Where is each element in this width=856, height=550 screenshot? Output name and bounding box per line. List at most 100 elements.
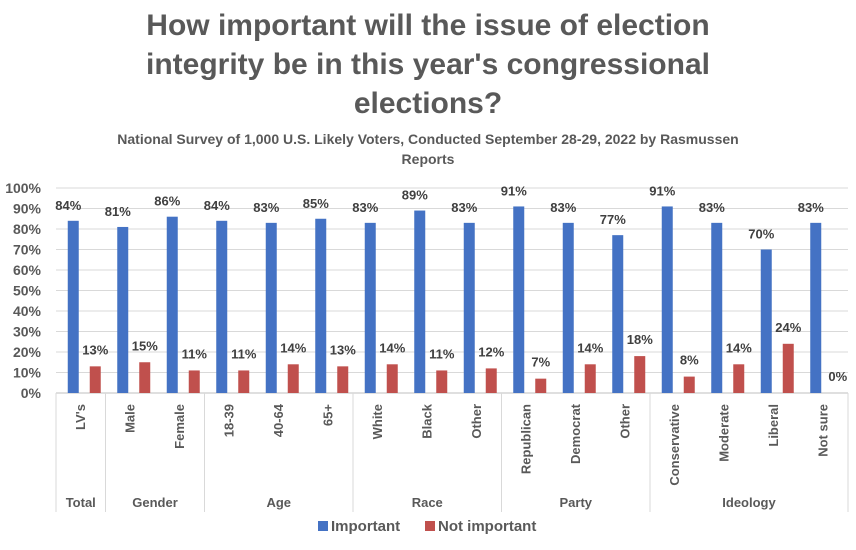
data-label-not-important: 24%	[775, 320, 801, 335]
data-label-not-important: 18%	[627, 332, 653, 347]
category-label: White	[370, 404, 385, 439]
category-label: Other	[617, 404, 632, 439]
y-tick-label: 20%	[13, 344, 42, 360]
data-label-not-important: 11%	[231, 346, 257, 361]
legend-swatch-important	[318, 521, 328, 531]
y-tick-label: 60%	[13, 262, 42, 278]
y-tick-label: 0%	[21, 385, 42, 401]
bar-not-important	[733, 364, 745, 393]
data-label-not-important: 12%	[478, 344, 504, 359]
category-label: Not sure	[815, 404, 830, 457]
data-label-not-important: 13%	[330, 342, 356, 357]
data-label-important: 91%	[649, 183, 675, 198]
bar-not-important	[584, 364, 596, 393]
category-label: Black	[419, 403, 434, 438]
group-label: Ideology	[722, 495, 776, 510]
data-label-important: 89%	[402, 188, 428, 203]
bar-not-important	[485, 368, 497, 393]
y-tick-label: 40%	[13, 303, 42, 319]
data-label-important: 70%	[748, 227, 774, 242]
category-label: 18-39	[221, 404, 236, 437]
legend-label-not-important: Not important	[438, 518, 536, 535]
chart-subtitle-line: National Survey of 1,000 U.S. Likely Vot…	[117, 131, 739, 147]
data-label-not-important: 13%	[82, 342, 108, 357]
bar-not-important	[782, 343, 794, 393]
group-label: Party	[559, 495, 592, 510]
data-label-not-important: 11%	[182, 346, 208, 361]
bar-important	[117, 226, 129, 393]
category-label: Other	[469, 404, 484, 439]
data-label-not-important: 0%	[828, 369, 847, 384]
bar-important	[463, 222, 475, 393]
bar-important	[810, 222, 822, 393]
bar-not-important	[139, 362, 151, 393]
data-label-not-important: 15%	[132, 338, 158, 353]
group-label: Age	[266, 495, 291, 510]
category-label: Republican	[518, 404, 533, 474]
bar-not-important	[337, 366, 349, 393]
bar-not-important	[188, 370, 200, 393]
data-label-not-important: 8%	[680, 353, 699, 368]
chart-title-line: integrity be in this year's congressiona…	[146, 48, 710, 81]
bar-not-important	[89, 366, 101, 393]
data-label-important: 83%	[352, 200, 378, 215]
bar-not-important	[634, 356, 646, 393]
category-label: Conservative	[667, 404, 682, 486]
bar-important	[166, 216, 178, 393]
category-label: Female	[172, 404, 187, 449]
group-label: Total	[66, 495, 96, 510]
y-tick-label: 90%	[13, 201, 42, 217]
data-label-not-important: 14%	[379, 340, 405, 355]
bar-not-important	[535, 378, 547, 393]
data-label-important: 83%	[451, 200, 477, 215]
data-label-important: 81%	[105, 204, 131, 219]
data-label-not-important: 11%	[429, 346, 455, 361]
data-label-not-important: 14%	[280, 340, 306, 355]
y-tick-label: 50%	[13, 283, 42, 299]
chart-title: How important will the issue of election…	[0, 6, 856, 123]
chart-subtitle: National Survey of 1,000 U.S. Likely Vot…	[80, 129, 776, 169]
bar-not-important	[238, 370, 250, 393]
category-label: Liberal	[766, 404, 781, 447]
data-label-important: 86%	[154, 194, 180, 209]
category-label: LV's	[73, 404, 88, 430]
bar-important	[612, 235, 624, 393]
bar-important	[711, 222, 723, 393]
bar-important	[562, 222, 574, 393]
y-tick-label: 100%	[5, 180, 41, 196]
data-label-important: 83%	[253, 200, 279, 215]
data-label-important: 77%	[600, 212, 626, 227]
bar-important	[661, 206, 673, 393]
chart-title-line: elections?	[353, 87, 503, 120]
y-tick-label: 70%	[13, 242, 42, 258]
bar-important	[67, 220, 79, 393]
y-tick-label: 10%	[13, 365, 42, 381]
data-label-not-important: 14%	[577, 340, 603, 355]
data-label-important: 84%	[204, 198, 230, 213]
data-label-important: 85%	[303, 196, 329, 211]
data-label-not-important: 14%	[726, 340, 752, 355]
data-label-important: 91%	[501, 183, 527, 198]
data-label-important: 83%	[699, 200, 725, 215]
group-label: Race	[412, 495, 443, 510]
category-label: Moderate	[716, 404, 731, 462]
legend-label-important: Important	[331, 518, 400, 535]
category-label: 65+	[320, 404, 335, 426]
bar-not-important	[683, 376, 695, 393]
data-label-important: 83%	[550, 200, 576, 215]
bar-important	[315, 218, 327, 393]
bar-important	[364, 222, 376, 393]
data-label-important: 83%	[798, 200, 824, 215]
legend-swatch-not-important	[425, 521, 435, 531]
category-label: Male	[122, 404, 137, 433]
bar-important	[513, 206, 525, 393]
data-label-important: 84%	[55, 198, 81, 213]
category-label: Democrat	[568, 403, 583, 464]
y-tick-label: 30%	[13, 324, 42, 340]
bar-important	[216, 220, 228, 393]
group-label: Gender	[132, 495, 178, 510]
y-tick-label: 80%	[13, 221, 42, 237]
chart-subtitle-line: Reports	[401, 151, 455, 167]
bar-important	[760, 249, 772, 393]
